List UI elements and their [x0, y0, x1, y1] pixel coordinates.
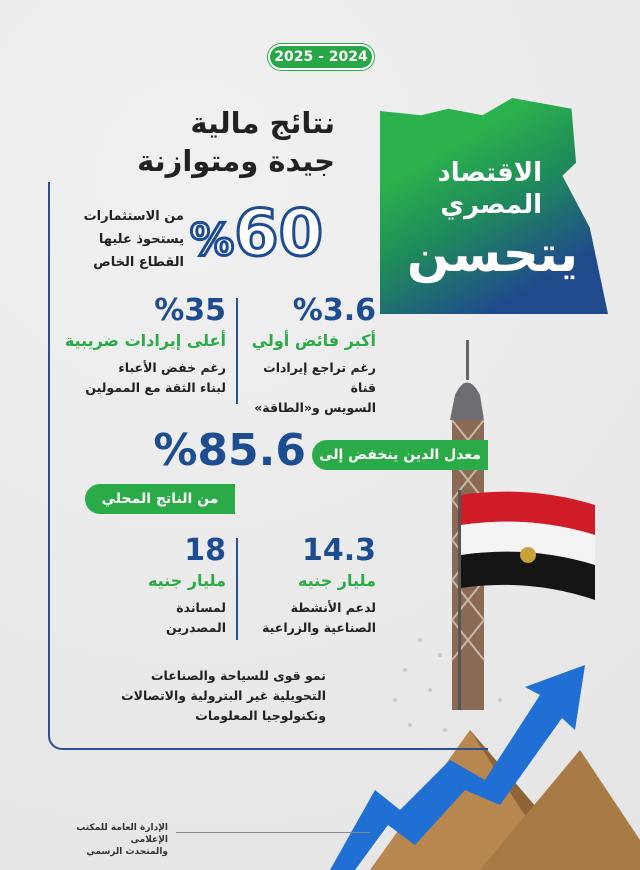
egypt-map-hero — [380, 98, 608, 314]
title-line-2: جيدة ومتوازنة — [137, 144, 335, 178]
debt-value: %85.6 — [153, 425, 306, 476]
stat-value: 14.3 — [301, 533, 376, 568]
egypt-flag-icon — [458, 490, 595, 710]
stat-value: %3.6 — [292, 293, 376, 328]
text-line: لبناء الثقة مع الممولين — [85, 380, 226, 395]
text-line: يستحوذ عليها — [98, 232, 184, 247]
debt-prefix-bar: معدل الدين ينخفض إلى — [312, 440, 488, 470]
stat-surplus: %3.6 أكبر فائض أولي رغم تراجع إيرادات قن… — [246, 292, 376, 418]
stat-label: أعلى إيرادات ضريبية — [64, 331, 226, 350]
stat-industry: 14.3 مليار جنيه لدعم الأنشطة الصناعية وا… — [246, 532, 376, 638]
text-line: التحويلية غير البترولية والاتصالات — [121, 688, 326, 703]
divider — [236, 298, 238, 404]
growth-arrow-icon — [330, 665, 585, 870]
stat-investments-text: من الاستثمارات يستحوذ عليها القطاع الخاص — [52, 205, 184, 274]
stat-label: أكبر فائض أولي — [251, 331, 376, 350]
divider — [236, 538, 238, 640]
text-line: من الاستثمارات — [83, 209, 184, 224]
footer-divider — [176, 832, 370, 833]
stat-label: مليار جنيه — [147, 571, 226, 590]
text-line: المصدرين — [165, 620, 226, 635]
growth-text: نمو قوى للسياحة والصناعات التحويلية غير … — [56, 666, 326, 726]
hero-line-3: يتحسن — [406, 225, 578, 283]
text-line: نمو قوى للسياحة والصناعات — [151, 668, 326, 683]
footer-credit: الإدارة العامة للمكتب الإعلامى والمتحدث … — [40, 822, 168, 858]
text-line: رغم خفض الأعباء — [118, 360, 226, 375]
stat-investments-value: %60 — [188, 196, 324, 273]
hero-line-1: الاقتصاد — [437, 158, 542, 188]
footer-line: والمتحدث الرسمي — [86, 847, 168, 857]
text-line: لدعم الأنشطة — [290, 600, 376, 615]
stat-tax: %35 أعلى إيرادات ضريبية رغم خفض الأعباء … — [56, 292, 226, 398]
debt-suffix-bar: من الناتج المحلي — [85, 484, 235, 514]
title-line-1: نتائج مالية — [190, 106, 335, 140]
stat-label: مليار جنيه — [297, 571, 376, 590]
text-line: رغم تراجع إيرادات قناة — [263, 360, 376, 395]
hero-line-2: المصري — [440, 190, 542, 220]
page-title: نتائج مالية جيدة ومتوازنة — [137, 104, 335, 180]
text-line: القطاع الخاص — [93, 255, 184, 270]
text-line: لمساندة — [176, 600, 226, 615]
footer-line: الإدارة العامة للمكتب الإعلامى — [76, 823, 168, 845]
content-frame — [48, 182, 488, 750]
text-line: السويس و«الطاقة» — [254, 400, 376, 415]
stat-value: %35 — [154, 293, 226, 328]
stat-value: 18 — [184, 533, 226, 568]
text-line: الصناعية والزراعية — [262, 620, 376, 635]
text-line: وتكنولوجيا المعلومات — [195, 708, 326, 723]
year-badge: 2025 - 2024 — [268, 44, 374, 70]
stat-exporters: 18 مليار جنيه لمساندة المصدرين — [56, 532, 226, 638]
